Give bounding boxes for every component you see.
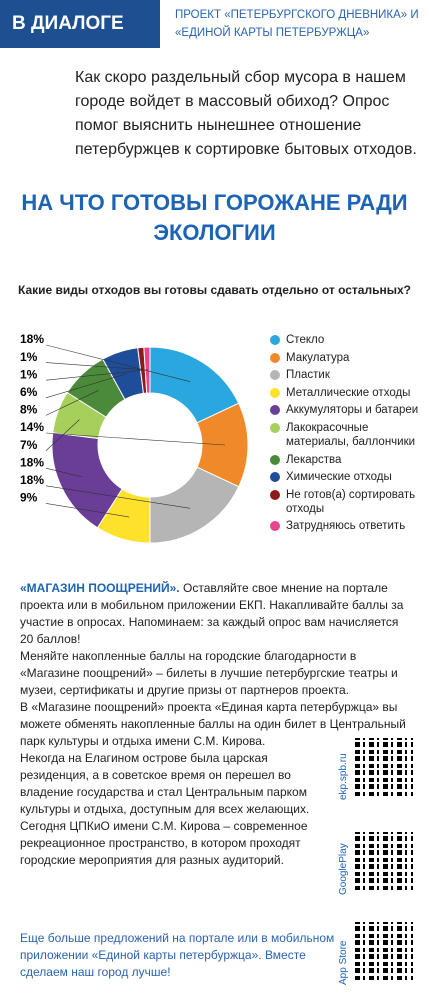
leader-line	[45, 432, 226, 446]
legend-label: Лекарства	[286, 453, 342, 466]
footer: Еще больше предложений на портале или в …	[20, 931, 335, 979]
leader-line	[45, 373, 127, 399]
leader-line	[45, 419, 80, 451]
qr-label: ekp.spb.ru	[338, 753, 349, 800]
leader-line	[45, 362, 148, 371]
promo-lead: «МАГАЗИН ПООЩРЕНИЙ».	[20, 581, 180, 595]
legend-item: Стекло	[270, 333, 422, 347]
promo-text: «МАГАЗИН ПООЩРЕНИЙ». Оставляйте свое мне…	[20, 580, 415, 869]
data-label: 18%	[20, 332, 44, 346]
legend-item: Лакокрасочные материалы, баллончики	[270, 421, 422, 449]
data-label: 1%	[20, 350, 38, 364]
legend-label: Пластик	[286, 369, 330, 382]
legend-swatch	[270, 489, 280, 500]
qr-code	[355, 832, 413, 890]
legend-swatch	[270, 352, 280, 363]
data-label: 6%	[20, 385, 38, 399]
data-label: 1%	[20, 367, 38, 381]
legend-swatch	[270, 387, 280, 398]
legend-swatch	[270, 422, 280, 433]
data-label: 18%	[20, 473, 44, 487]
data-label: 14%	[20, 420, 44, 434]
legend-item: Макулатура	[270, 351, 422, 365]
header-label: В ДИАЛОГЕ	[0, 0, 160, 48]
legend-label: Затрудняюсь ответить	[286, 520, 406, 533]
legend-item: Затрудняюсь ответить	[270, 519, 422, 533]
paragraph: Сегодня ЦПКиО имени С.М. Кирова – соврем…	[20, 819, 308, 867]
data-label: 18%	[20, 455, 44, 469]
paragraph: Некогда на Елагином острове была царская…	[20, 751, 310, 816]
legend: Стекло Макулатура Пластик Металлические отх…	[270, 333, 422, 537]
legend-label: Макулатура	[286, 351, 350, 364]
legend-label: Химические отходы	[286, 471, 392, 484]
leader-line	[45, 370, 143, 381]
leader-line	[45, 390, 99, 416]
qr-code	[355, 738, 413, 796]
data-label: 7%	[20, 438, 38, 452]
qr-label: GooglePlay	[338, 843, 349, 895]
chart: 18% 1% 1% 6% 8% 14% 7% 18% 18% 9%	[20, 332, 249, 544]
legend-swatch	[270, 370, 280, 381]
header-project: ПРОЕКТ «ПЕТЕРБУРГСКОГО ДНЕВНИКА» И «ЕДИН…	[175, 9, 419, 39]
legend-label: Лакокрасочные материалы, баллончики	[286, 421, 416, 448]
intro: Как скоро раздельный сбор мусора в нашем…	[75, 69, 417, 158]
legend-item: Пластик	[270, 368, 422, 382]
paragraph: Меняйте накопленные баллы на городские б…	[20, 649, 398, 697]
legend-swatch	[270, 335, 280, 345]
leader-line	[45, 503, 130, 518]
paragraph: В «Магазине поощрений» проекта «Единая к…	[20, 700, 406, 748]
legend-item: Металлические отходы	[270, 386, 422, 400]
legend-label: Не готов(а) сортировать отходы	[286, 488, 416, 515]
legend-label: Аккумуляторы и батареи	[286, 404, 419, 417]
legend-swatch	[270, 472, 280, 483]
leader-line	[45, 467, 83, 478]
legend-swatch	[270, 405, 280, 416]
legend-swatch	[270, 454, 280, 465]
legend-label: Металлические отходы	[286, 386, 411, 399]
legend-item: Лекарства	[270, 453, 422, 467]
legend-item: Не готов(а) сортировать отходы	[270, 488, 422, 516]
legend-label: Стекло	[286, 334, 325, 346]
data-label: 8%	[20, 403, 38, 417]
legend-swatch	[270, 521, 280, 532]
data-label: 9%	[20, 491, 38, 505]
headline: НА ЧТО ГОТОВЫ ГОРОЖАНЕ РАДИ ЭКОЛОГИИ	[21, 190, 408, 245]
leader-line	[45, 344, 191, 382]
qr-code	[355, 922, 413, 980]
paragraph: Оставляйте свое мнение на портале проект…	[20, 581, 404, 646]
chart-title: Какие виды отходов вы готовы сдавать отд…	[18, 283, 411, 297]
legend-item: Аккумуляторы и батареи	[270, 403, 422, 417]
leader-line	[45, 485, 191, 509]
legend-item: Химические отходы	[270, 470, 422, 484]
